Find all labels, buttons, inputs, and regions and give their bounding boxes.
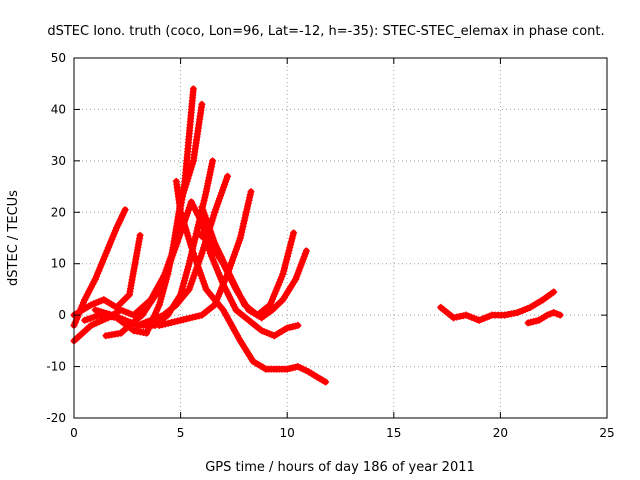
data-point [164, 319, 172, 327]
series-layer [70, 85, 564, 386]
x-tick-label: 25 [599, 426, 614, 440]
y-tick-label: -10 [46, 360, 66, 374]
data-point [294, 321, 302, 329]
x-tick-label: 0 [70, 426, 78, 440]
data-point [182, 180, 190, 188]
data-point [322, 378, 330, 386]
data-point [158, 321, 166, 329]
y-tick-label: 30 [51, 154, 66, 168]
data-point [507, 310, 515, 318]
data-point [189, 85, 197, 93]
data-point [84, 315, 92, 323]
data-point [247, 188, 255, 196]
data-point [284, 252, 291, 260]
x-tick-label: 20 [493, 426, 508, 440]
data-point [174, 317, 182, 325]
data-point [186, 257, 194, 265]
data-point [183, 315, 191, 323]
data-point [202, 191, 209, 199]
data-point [187, 166, 195, 174]
data-point [224, 172, 231, 180]
y-tick-label: -20 [46, 411, 66, 425]
y-tick-label: 40 [51, 102, 66, 116]
data-point [182, 226, 190, 234]
axis-ticks: 0 5 10 15 20 25 -20 -10 0 10 20 30 40 50 [46, 51, 614, 440]
data-point [90, 313, 98, 321]
x-tick-label: 5 [177, 426, 185, 440]
data-point [180, 316, 188, 324]
data-point [553, 310, 561, 318]
data-point [209, 157, 217, 165]
y-tick-label: 10 [51, 257, 66, 271]
data-point [180, 220, 188, 228]
series-markers-12 [155, 188, 255, 329]
data-point [200, 197, 208, 205]
x-tick-label: 15 [386, 426, 401, 440]
data-point [201, 194, 209, 202]
data-point [168, 319, 175, 326]
y-axis-label: dSTEC / TECUs [6, 190, 21, 286]
data-point [189, 313, 197, 321]
data-point [290, 229, 298, 237]
data-point [550, 309, 558, 317]
data-point [178, 211, 185, 219]
plot-frame [73, 57, 608, 419]
data-point [543, 311, 551, 319]
data-point [287, 238, 295, 246]
data-point [161, 320, 169, 328]
gridlines [74, 58, 607, 418]
data-point [198, 100, 206, 108]
data-point [281, 261, 289, 269]
data-point [186, 314, 194, 322]
data-point [87, 314, 95, 322]
data-point [302, 247, 310, 255]
data-point [133, 327, 141, 335]
x-axis-label: GPS time / hours of day 186 of year 2011 [205, 460, 475, 475]
data-point [121, 206, 129, 214]
data-point [192, 313, 200, 321]
x-tick-label: 10 [280, 426, 295, 440]
data-point [136, 231, 144, 239]
data-point [547, 310, 554, 318]
data-point [286, 244, 294, 252]
data-point [155, 321, 163, 329]
data-point [556, 311, 564, 319]
data-point [280, 267, 288, 275]
chart-title: dSTEC Iono. truth (coco, Lon=96, Lat=-12… [47, 24, 604, 39]
data-point [453, 313, 461, 321]
data-point [187, 241, 195, 249]
data-point [185, 235, 193, 243]
data-point [171, 318, 178, 326]
data-point [550, 288, 558, 296]
data-point [177, 316, 185, 324]
data-point [185, 172, 193, 180]
y-tick-label: 50 [51, 51, 66, 65]
data-point [195, 312, 203, 320]
data-point [209, 214, 217, 222]
data-point [185, 260, 193, 268]
series-markers-13 [437, 288, 558, 324]
y-tick-label: 0 [58, 308, 66, 322]
series-markers-14 [524, 309, 564, 327]
data-point [191, 236, 199, 244]
y-tick-label: 20 [51, 205, 66, 219]
series-markers-2 [70, 231, 144, 319]
